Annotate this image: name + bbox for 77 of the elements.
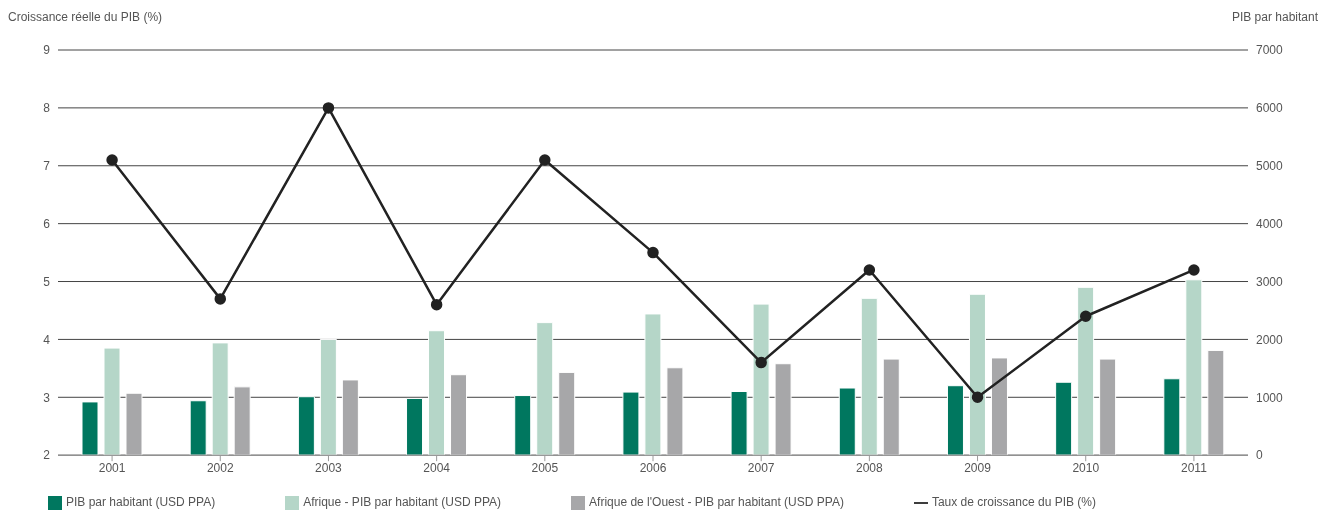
bar [968,293,986,456]
bar [428,330,446,456]
bar [1163,378,1181,456]
bar [946,385,964,456]
point [863,264,876,276]
bar [450,374,468,456]
x-tick-label: 2005 [531,460,559,475]
bar [1077,286,1095,456]
x-tick-label: 2003 [315,460,343,475]
bar [341,379,359,456]
point [1188,264,1200,276]
y-tick-label: 4 [43,332,51,347]
legend-label: Afrique de l'Ouest - PIB par habitant (USD PPA) [589,495,844,510]
bar [860,297,878,456]
point [539,154,551,166]
bar [514,395,532,456]
y2-tick-label: 5000 [1256,159,1284,174]
bar [406,397,424,456]
bar [752,303,770,456]
y-tick-label: 7 [43,159,51,174]
bar [103,347,121,456]
y-axis-title: Croissance réelle du PIB (%) [8,10,163,24]
x-tick-label: 2007 [747,460,775,475]
x-tick-label: 2009 [964,460,992,475]
bar [622,391,640,456]
bar [1055,381,1073,456]
point [971,391,984,404]
bar [211,342,229,456]
point [1079,310,1092,323]
bar [882,358,900,456]
point [214,293,227,305]
y2-axis-title: PIB par habitant [1231,10,1318,24]
point [647,246,659,259]
y2-tick-label: 2000 [1256,332,1284,347]
legend-label: Afrique - PIB par habitant (USD PPA) [303,495,502,510]
y2-tick-label: 7000 [1256,43,1284,58]
bar [1207,349,1225,456]
y-tick-label: 5 [43,274,51,289]
bar [297,396,315,456]
bar [233,386,251,456]
point [106,154,118,166]
y2-tick-label: 1000 [1256,390,1284,405]
x-tick-label: 2011 [1181,460,1208,475]
legend-label: PIB par habitant (USD PPA) [66,495,216,510]
bar [189,400,207,456]
y-tick-label: 6 [43,216,51,231]
y-tick-label: 2 [43,448,51,463]
y2-tick-label: 0 [1256,448,1263,463]
bar [125,392,143,456]
x-tick-label: 2004 [423,460,451,475]
y2-tick-label: 6000 [1256,101,1284,116]
bar [774,363,792,456]
point [322,102,335,114]
bar [1185,279,1203,456]
x-tick-label: 2010 [1072,460,1100,475]
bar [990,357,1008,456]
bar [666,367,684,456]
x-tick-label: 2008 [856,460,884,475]
y2-tick-label: 3000 [1256,274,1284,289]
bar [1099,358,1117,456]
point [430,298,443,311]
bar [558,371,576,456]
y-tick-label: 9 [43,43,51,58]
point [755,356,767,369]
y2-tick-label: 4000 [1256,216,1284,231]
bar [536,322,554,456]
legend-label: Taux de croissance du PIB (%) [931,495,1096,510]
x-tick-label: 2006 [639,460,667,475]
y-tick-label: 8 [43,101,51,116]
bar [319,338,337,456]
bar [730,391,748,456]
x-tick-label: 2001 [98,460,126,475]
bar [644,313,662,456]
bar [838,387,856,456]
bar [81,401,99,456]
x-tick-label: 2002 [206,460,234,475]
y-tick-label: 3 [43,390,51,405]
